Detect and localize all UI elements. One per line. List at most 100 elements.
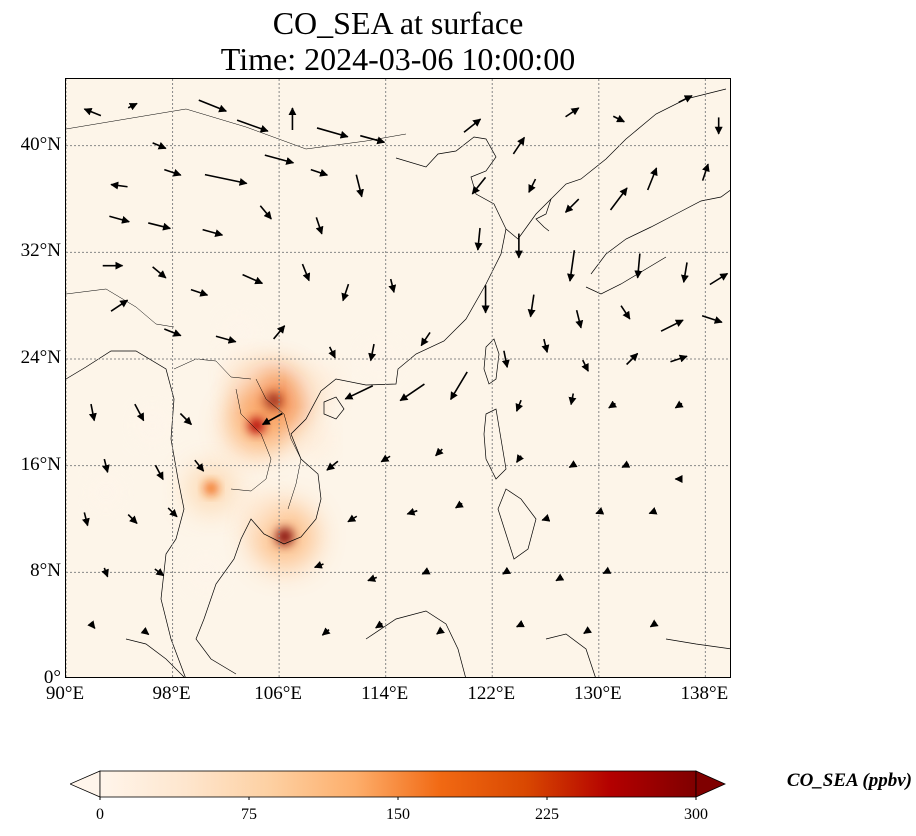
wind-arrow xyxy=(101,458,110,474)
wind-arrow xyxy=(154,464,164,481)
lat-tick-label: 40°N xyxy=(20,133,61,155)
lon-tick-label: 90°E xyxy=(45,683,85,704)
hotspot-malay-peninsula xyxy=(191,558,221,587)
wind-arrow xyxy=(194,459,205,472)
wind-arrow xyxy=(328,346,336,359)
lon-tick-label: 122°E xyxy=(467,683,516,704)
wind-arrow xyxy=(87,620,96,630)
colorbar xyxy=(70,770,726,800)
wind-arrow xyxy=(310,168,329,177)
wind-arrow xyxy=(648,507,658,515)
colorbar-title: CO_SEA (ppbv) xyxy=(786,770,912,791)
wind-arrow xyxy=(399,383,425,402)
wind-arrow xyxy=(315,217,324,235)
wind-arrow xyxy=(502,566,512,575)
wind-arrow xyxy=(179,412,192,426)
coastlines xyxy=(66,88,730,677)
wind-arrow xyxy=(154,568,165,577)
hotspot-thailand-spot xyxy=(187,464,236,513)
wind-arrow xyxy=(454,500,464,509)
wind-arrow xyxy=(680,262,689,284)
colorbar-extend-min xyxy=(70,770,101,798)
lat-tick-label: 8°N xyxy=(30,560,61,582)
wind-arrow xyxy=(198,99,228,113)
wind-arrow xyxy=(612,114,625,123)
wind-arrow xyxy=(215,335,237,344)
wind-arrow xyxy=(202,228,224,238)
hotspot-bay-of-bengal xyxy=(92,478,120,507)
coastline-japan xyxy=(590,190,730,275)
wind-arrow xyxy=(140,626,150,636)
wind-arrow xyxy=(110,181,128,190)
coastline-taiwan xyxy=(483,338,500,385)
wind-arrow xyxy=(388,278,397,294)
wind-arrow xyxy=(581,359,589,372)
wind-arrow xyxy=(380,454,391,463)
wind-arrow xyxy=(528,178,537,193)
title-line-2: Time: 2024-03-06 10:00:00 xyxy=(220,41,576,77)
wind-arrow xyxy=(527,294,536,318)
lat-tick-label: 0° xyxy=(43,667,61,688)
colorbar-tick-label: 300 xyxy=(684,806,708,823)
wind-arrow xyxy=(626,352,639,366)
coastline-philippines-south xyxy=(497,488,537,560)
wind-arrow xyxy=(127,102,138,111)
coastline-bay-of-bengal xyxy=(66,350,186,677)
wind-arrow xyxy=(347,514,358,523)
border-china-myanmar xyxy=(173,358,252,380)
wind-arrow xyxy=(313,561,324,569)
wind-vectors xyxy=(82,94,729,636)
colorbar-tick-label: 150 xyxy=(386,806,410,823)
wind-arrow xyxy=(204,173,248,186)
hotspot-cambodia xyxy=(242,495,277,530)
wind-arrow xyxy=(649,619,659,628)
wind-arrow xyxy=(512,136,526,155)
wind-arrow xyxy=(259,205,272,220)
wind-arrow xyxy=(421,567,431,575)
coastline-sulawesi xyxy=(545,633,596,677)
wind-arrow xyxy=(609,187,628,211)
wind-arrow xyxy=(568,393,577,406)
wind-arrow xyxy=(110,299,129,312)
wind-arrow xyxy=(541,338,550,354)
wind-arrow xyxy=(341,283,350,302)
wind-arrow xyxy=(301,263,311,282)
wind-arrow xyxy=(701,163,710,181)
colorbar-ticks xyxy=(99,797,697,800)
wind-arrow xyxy=(634,253,643,279)
wind-arrow xyxy=(608,400,618,409)
map-canvas xyxy=(66,79,730,677)
lon-tick-label: 114°E xyxy=(361,683,409,704)
hotspot-myanmar xyxy=(137,410,168,441)
wind-arrow xyxy=(88,403,97,422)
wind-arrow xyxy=(273,325,286,340)
hotspot-northern-vietnam-inland xyxy=(227,396,286,455)
wind-arrow xyxy=(701,314,723,324)
wind-arrow xyxy=(595,507,605,515)
map-panel xyxy=(65,78,731,678)
wind-arrow xyxy=(164,168,182,177)
wind-arrow xyxy=(326,460,339,471)
wind-arrow xyxy=(355,174,364,198)
border-china-inner xyxy=(66,288,175,328)
wind-arrow xyxy=(646,167,658,191)
wind-arrow xyxy=(164,328,182,337)
hotspot-northern-laos xyxy=(227,356,265,394)
wind-arrow xyxy=(242,273,264,285)
wind-arrow xyxy=(167,507,178,518)
wind-arrow xyxy=(127,514,138,524)
wind-arrow xyxy=(670,354,688,363)
wind-arrow xyxy=(674,400,684,409)
colorbar-tick-label: 75 xyxy=(241,806,257,823)
lat-tick-label: 24°N xyxy=(20,347,61,368)
title-line-1: CO_SEA at surface xyxy=(272,5,524,41)
wind-arrow xyxy=(621,460,631,469)
wind-arrow xyxy=(515,619,525,628)
wind-arrow xyxy=(190,288,209,297)
wind-arrow xyxy=(660,319,684,332)
wind-arrow xyxy=(463,118,482,133)
border-mongolia xyxy=(66,108,407,150)
wind-arrow xyxy=(148,222,172,231)
wind-arrow xyxy=(709,272,729,286)
wind-arrow xyxy=(261,412,283,426)
